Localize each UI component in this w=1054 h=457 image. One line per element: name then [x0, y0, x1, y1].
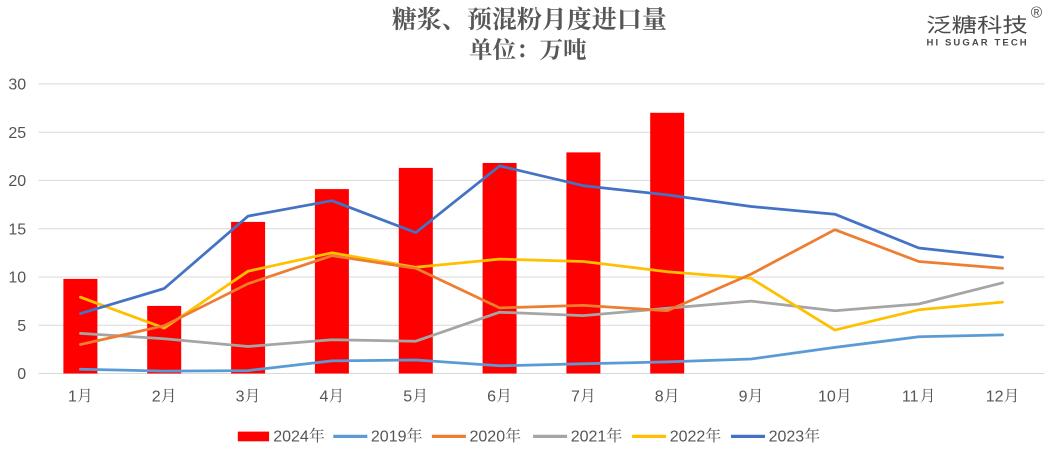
- svg-text:2021: 2021: [571, 428, 607, 445]
- svg-text:7: 7: [571, 388, 580, 405]
- svg-text:3: 3: [236, 388, 245, 405]
- svg-text:15: 15: [8, 221, 26, 238]
- svg-text:11: 11: [902, 388, 919, 405]
- svg-text:8: 8: [655, 388, 664, 405]
- svg-text:2024: 2024: [273, 428, 309, 445]
- svg-text:10: 10: [8, 270, 26, 287]
- svg-text:®: ®: [1031, 5, 1043, 22]
- svg-text:2: 2: [152, 388, 161, 405]
- svg-text:2020: 2020: [470, 428, 506, 445]
- svg-text:2023: 2023: [769, 428, 805, 445]
- svg-text:30: 30: [8, 77, 26, 94]
- svg-text:5: 5: [17, 318, 26, 335]
- svg-text:HI SUGAR TECH: HI SUGAR TECH: [927, 38, 1029, 49]
- svg-text:12: 12: [986, 388, 1004, 405]
- svg-text:5: 5: [403, 388, 412, 405]
- svg-text:6: 6: [487, 388, 496, 405]
- svg-text:1: 1: [68, 388, 77, 405]
- svg-text:4: 4: [320, 388, 329, 405]
- svg-text:2019: 2019: [371, 428, 407, 445]
- svg-text:9: 9: [739, 388, 748, 405]
- svg-text:20: 20: [8, 173, 26, 190]
- svg-text:10: 10: [818, 388, 836, 405]
- svg-text:25: 25: [8, 125, 26, 142]
- svg-text:2022: 2022: [670, 428, 706, 445]
- svg-text:0: 0: [17, 366, 26, 383]
